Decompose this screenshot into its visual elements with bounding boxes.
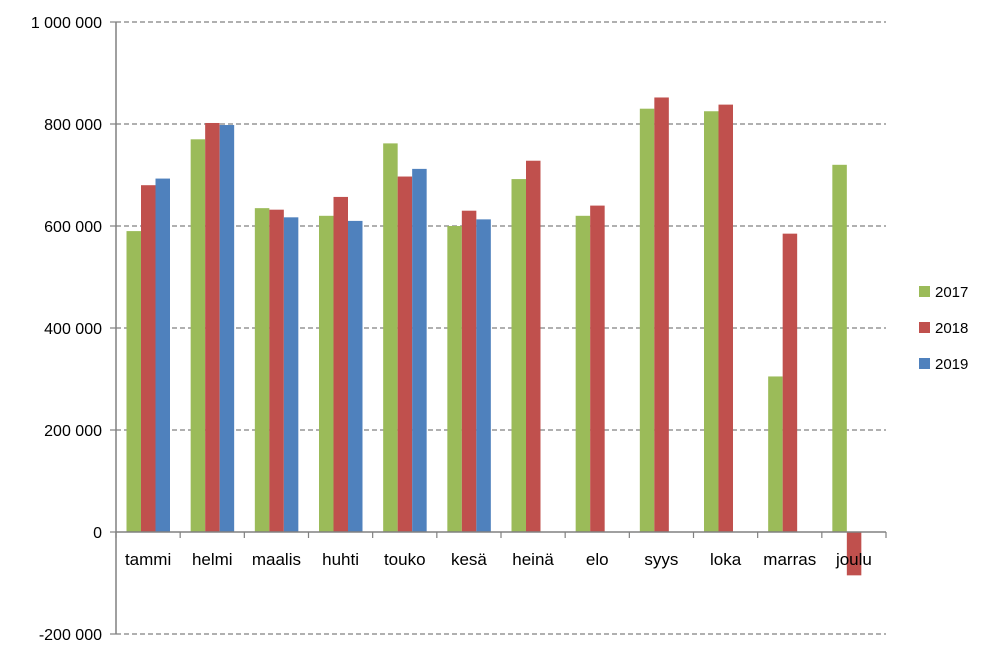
bar-2017-touko [383, 143, 398, 532]
bar-2019-kesä [476, 219, 491, 532]
bar-2017-heinä [511, 179, 526, 532]
y-tick-label: 600 000 [44, 219, 102, 236]
bar-2018-loka [718, 104, 733, 533]
x-category-label: maalis [252, 550, 301, 569]
bar-2017-marras [768, 376, 783, 532]
y-tick-label: 800 000 [44, 117, 102, 134]
x-category-label: joulu [835, 550, 872, 569]
legend-swatch-2018 [919, 322, 930, 333]
x-category-label: kesä [451, 550, 487, 569]
x-category-label: syys [644, 550, 678, 569]
bar-2018-kesä [461, 210, 477, 532]
bar-2017-elo [575, 215, 591, 533]
y-tick-label: 200 000 [44, 423, 102, 440]
y-tick-label: 0 [93, 525, 102, 542]
bar-2019-tammi [155, 178, 170, 532]
bar-2017-maalis [254, 208, 270, 532]
bar-2018-joulu [846, 532, 862, 576]
y-tick-label: -200 000 [39, 627, 102, 644]
bar-2019-maalis [283, 217, 299, 532]
bar-2018-syys [654, 97, 669, 532]
x-category-label: heinä [512, 550, 554, 569]
bar-2019-helmi [219, 125, 235, 533]
legend: 2017 2018 2019 [919, 284, 968, 373]
x-category-label: huhti [322, 550, 359, 569]
legend-label: 2017 [935, 284, 968, 301]
x-category-label: loka [710, 550, 742, 569]
y-axis-tick-labels: -200 000 0 200 000 400 000 600 000 800 000 1 0… [31, 15, 102, 644]
x-category-label: touko [384, 550, 426, 569]
bar-2017-helmi [190, 139, 206, 533]
bar-2017-tammi [126, 231, 141, 532]
bar-2017-loka [704, 111, 719, 532]
x-category-label: helmi [192, 550, 233, 569]
y-tick-label: 1 000 000 [31, 15, 102, 32]
bar-2019-huhti [348, 220, 363, 532]
bar-2018-maalis [269, 209, 284, 532]
axes [110, 21, 887, 635]
gridlines [116, 21, 886, 635]
bar-2019-touko [412, 168, 427, 532]
bar-2017-joulu [832, 164, 847, 533]
bar-2018-touko [397, 176, 413, 532]
x-axis-category-labels: tammi helmi maalis huhti touko kesä heinä elo sy… [125, 550, 872, 569]
x-category-label: tammi [125, 550, 171, 569]
bars [126, 97, 862, 576]
bar-2018-elo [590, 205, 605, 532]
bar-2018-helmi [205, 122, 220, 532]
bar-2017-syys [639, 108, 655, 532]
bar-2018-heinä [526, 160, 541, 532]
bar-2018-tammi [141, 185, 156, 532]
x-category-label: elo [586, 550, 609, 569]
legend-label: 2019 [935, 356, 968, 373]
bar-2017-huhti [319, 215, 334, 533]
bar-2017-kesä [447, 226, 462, 532]
bar-2018-huhti [333, 196, 348, 532]
legend-swatch-2017 [919, 286, 930, 297]
y-tick-label: 400 000 [44, 321, 102, 338]
x-category-label: marras [763, 550, 816, 569]
legend-swatch-2019 [919, 358, 930, 369]
legend-label: 2018 [935, 320, 968, 337]
bar-2018-marras [782, 233, 798, 532]
